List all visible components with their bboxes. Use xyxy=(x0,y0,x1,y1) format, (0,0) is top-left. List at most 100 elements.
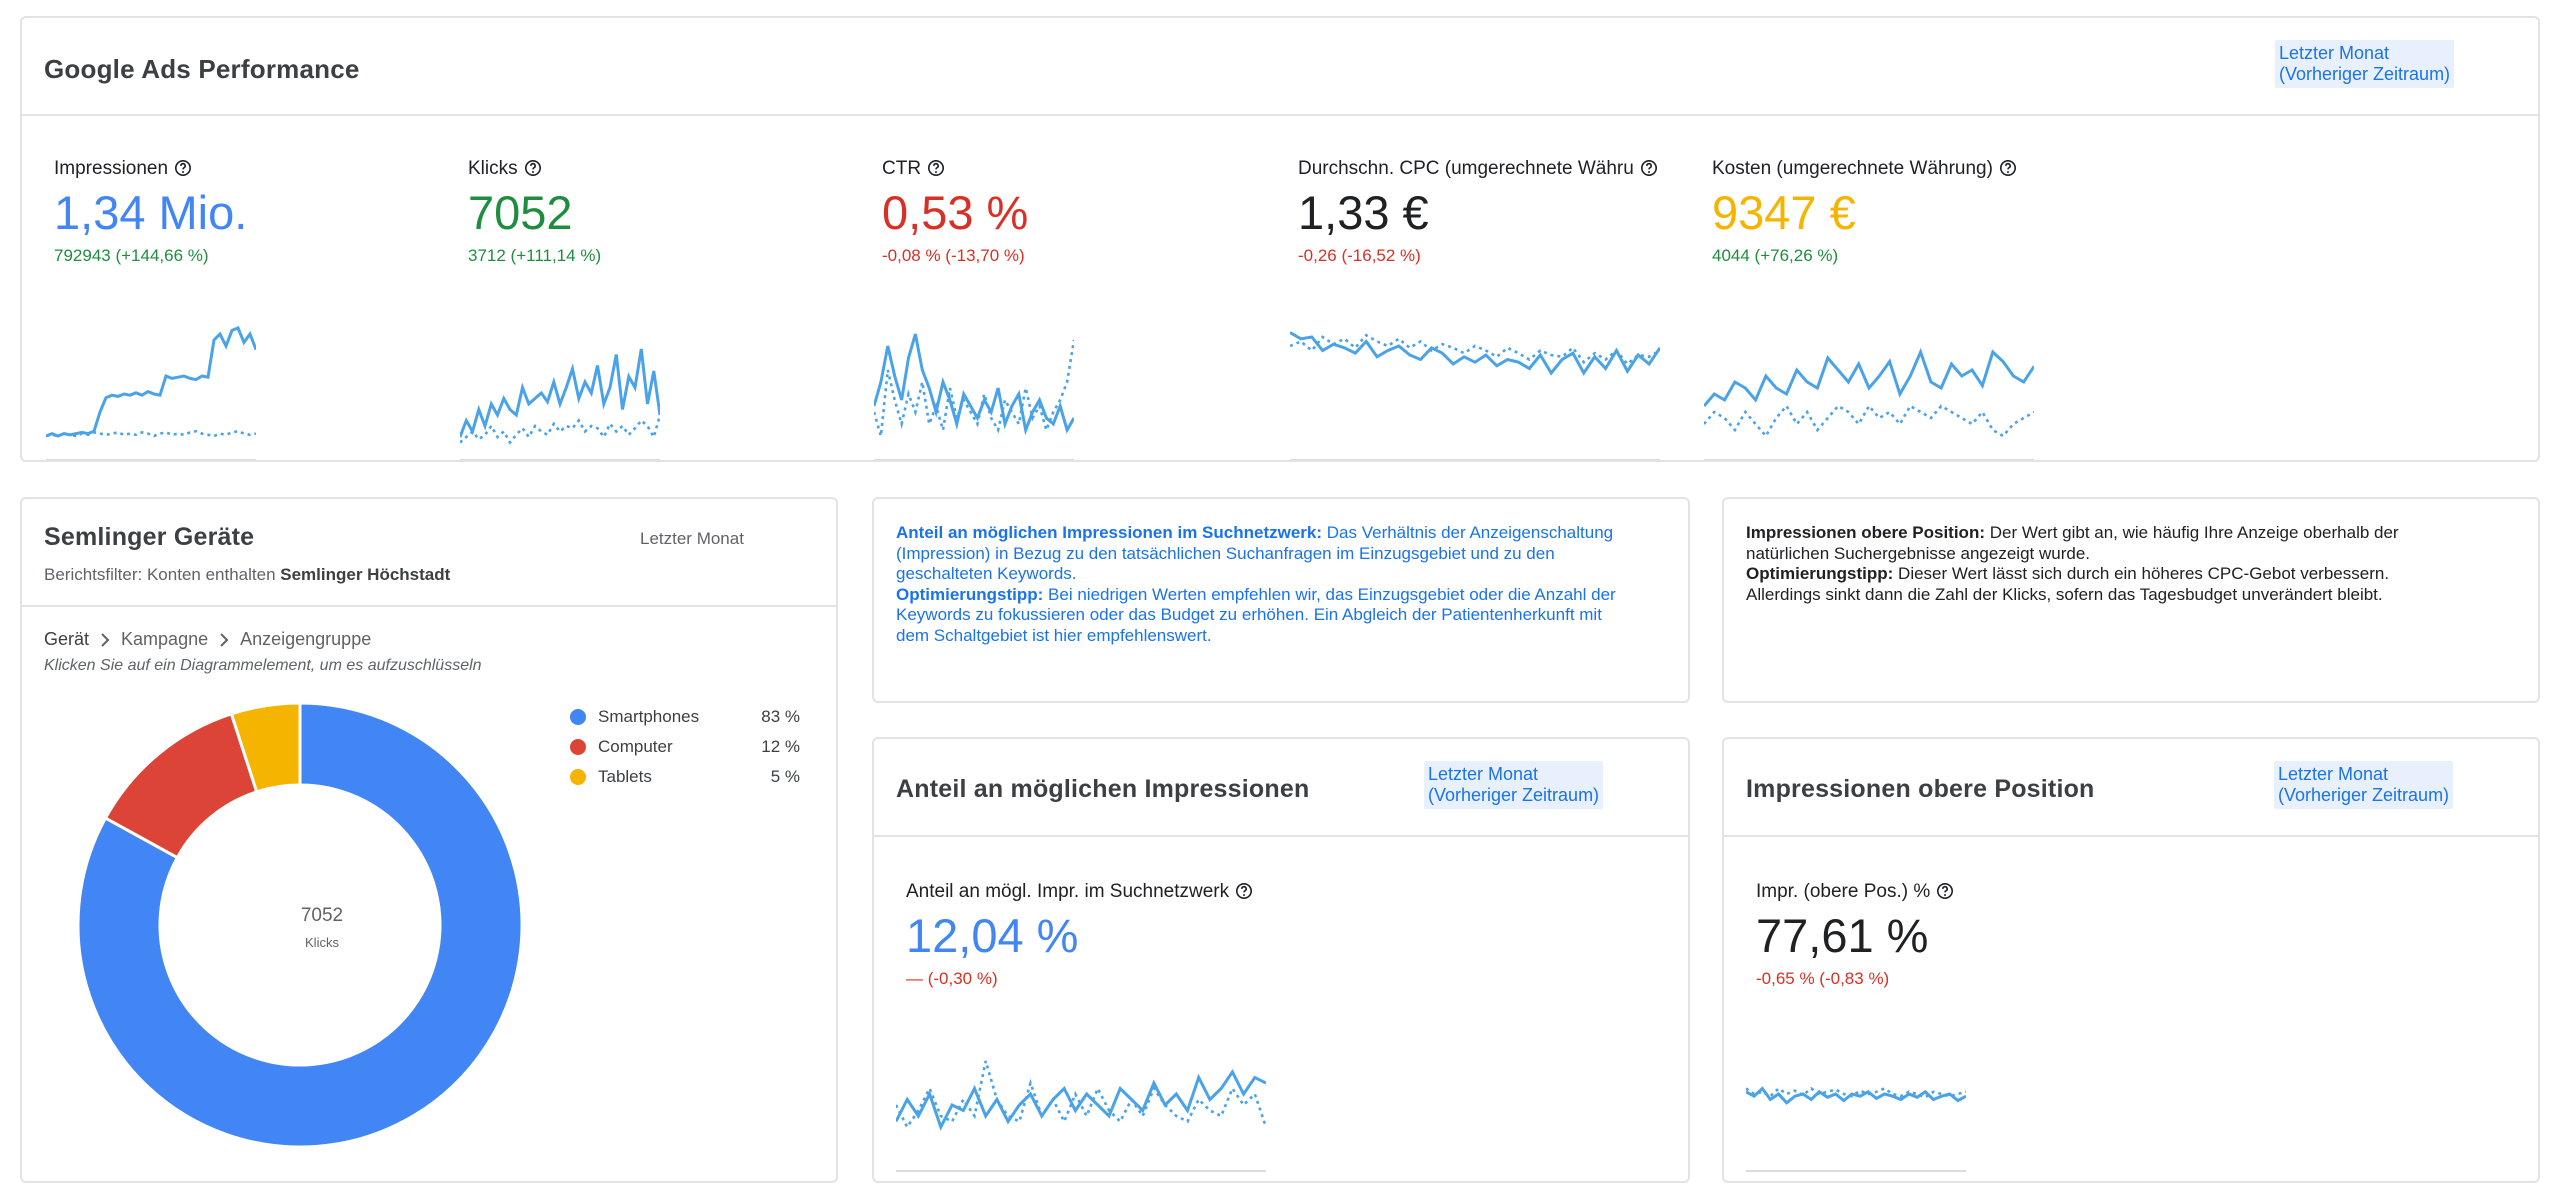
donut-slice-smartphones[interactable] xyxy=(76,701,524,1149)
clicks-sparkline[interactable] xyxy=(460,308,660,462)
kpi-impressions-delta: 792943 (+144,66 %) xyxy=(54,246,209,265)
chevron-right-icon xyxy=(101,632,110,647)
kpi-impressions-value: 1,34 Mio. xyxy=(54,186,248,239)
donut-center-value: 7052 xyxy=(300,905,344,926)
kpi-clicks-label: Klicks xyxy=(468,158,518,179)
question-circle-icon[interactable] xyxy=(927,159,945,177)
kpi-cpc-value: 1,33 € xyxy=(1298,186,1429,239)
legend-value: 5 % xyxy=(770,767,800,786)
kpi-ctr: CTR 0,53 % -0,08 % (-13,70 %) xyxy=(882,158,1252,266)
question-circle-icon[interactable] xyxy=(174,159,192,177)
top-period-chip[interactable]: Letzter Monat (Vorheriger Zeitraum) xyxy=(2274,761,2454,809)
top-info-text: Impressionen obere Position: Der Wert gi… xyxy=(1746,523,2399,604)
top-info-card: Impressionen obere Position: Der Wert gi… xyxy=(1722,497,2540,703)
overview-card: Google Ads Performance Letzter Monat (Vo… xyxy=(20,16,2540,462)
kpi-costs-label: Kosten (umgerechnete Währung) xyxy=(1712,158,1993,179)
question-circle-icon[interactable] xyxy=(1235,882,1253,900)
share-card: Anteil an möglichen Impressionen Letzter… xyxy=(872,737,1690,1183)
drilldown-hint: Klicken Sie auf ein Diagrammelement, um … xyxy=(44,657,482,674)
cpc-sparkline[interactable] xyxy=(1290,308,1660,462)
kpi-cpc-label: Durchschn. CPC (umgerechnete Währu xyxy=(1298,158,1634,179)
kpi-ctr-label: CTR xyxy=(882,158,922,179)
impressions-sparkline[interactable] xyxy=(46,308,256,462)
costs-current-series xyxy=(1704,347,2034,407)
legend-dot xyxy=(570,739,586,755)
overview-header: Google Ads Performance Letzter Monat (Vo… xyxy=(22,18,2538,116)
legend-label: Computer xyxy=(598,737,673,756)
share-sparkline[interactable] xyxy=(896,1029,1266,1175)
clicks-current-series xyxy=(460,348,660,438)
devices-legend: Smartphones 83 % Computer 12 % Tablets 5 % xyxy=(570,707,810,807)
share-title: Anteil an möglichen Impressionen xyxy=(896,775,1310,803)
devices-donut-chart[interactable] xyxy=(74,699,526,1151)
legend-item-computer[interactable]: Computer 12 % xyxy=(570,737,800,757)
kpi-costs-delta: 4044 (+76,26 %) xyxy=(1712,246,1839,265)
share-info-text: Anteil an möglichen Impressionen im Such… xyxy=(896,523,1616,645)
top-kpi-label: Impr. (obere Pos.) % xyxy=(1756,881,1931,902)
top-current-series xyxy=(1746,1086,1966,1105)
devices-card: Semlinger Geräte Letzter Monat Berichtsf… xyxy=(20,497,838,1183)
ctr-current-series xyxy=(874,333,1074,436)
breadcrumb-adgroup[interactable]: Anzeigengruppe xyxy=(240,629,372,649)
devices-period[interactable]: Letzter Monat xyxy=(640,529,744,548)
kpi-costs: Kosten (umgerechnete Währung) 9347 € 4044 … xyxy=(1712,158,2082,266)
ctr-sparkline[interactable] xyxy=(874,308,1074,462)
share-kpi: Anteil an mögl. Impr. im Suchnetzwerk 12… xyxy=(906,881,1326,989)
share-period-chip[interactable]: Letzter Monat (Vorheriger Zeitraum) xyxy=(1424,761,1604,809)
top-sparkline[interactable] xyxy=(1746,1029,1966,1175)
costs-sparkline[interactable] xyxy=(1704,308,2034,462)
top-previous-series xyxy=(1746,1086,1966,1099)
devices-title: Semlinger Geräte xyxy=(44,523,255,551)
ctr-previous-series xyxy=(874,339,1074,437)
kpi-impressions-label: Impressionen xyxy=(54,158,169,179)
share-kpi-label: Anteil an mögl. Impr. im Suchnetzwerk xyxy=(906,881,1230,902)
kpi-costs-value: 9347 € xyxy=(1712,186,1856,239)
top-card: Impressionen obere Position Letzter Mona… xyxy=(1722,737,2540,1183)
kpi-ctr-delta: -0,08 % (-13,70 %) xyxy=(882,246,1025,265)
kpi-clicks: Klicks 7052 3712 (+111,14 %) xyxy=(468,158,838,266)
drilldown-breadcrumb: Gerät Kampagne Anzeigengruppe xyxy=(44,629,371,650)
kpi-ctr-value: 0,53 % xyxy=(882,186,1029,239)
share-current-series xyxy=(896,1069,1266,1131)
cpc-previous-series xyxy=(1290,333,1660,366)
legend-value: 83 % xyxy=(761,707,800,726)
legend-item-tablets[interactable]: Tablets 5 % xyxy=(570,767,800,787)
breadcrumb-campaign[interactable]: Kampagne xyxy=(121,629,209,649)
donut-center-label: Klicks xyxy=(305,935,339,950)
devices-filter: Berichtsfilter: Konten enthalten Semling… xyxy=(44,565,451,584)
cpc-current-series xyxy=(1290,331,1660,376)
kpi-impressions: Impressionen 1,34 Mio. 792943 (+144,66 %) xyxy=(54,158,424,266)
question-circle-icon[interactable] xyxy=(1936,882,1954,900)
question-circle-icon[interactable] xyxy=(1640,159,1658,177)
share-info-card: Anteil an möglichen Impressionen im Such… xyxy=(872,497,1690,703)
impressions-current-series xyxy=(46,326,256,438)
top-title: Impressionen obere Position xyxy=(1746,775,2095,803)
share-kpi-delta: — (-0,30 %) xyxy=(906,969,998,988)
legend-dot xyxy=(570,769,586,785)
question-circle-icon[interactable] xyxy=(524,159,542,177)
costs-previous-series xyxy=(1704,403,2034,439)
donut-slice-tablets[interactable] xyxy=(229,701,302,794)
breadcrumb-device[interactable]: Gerät xyxy=(44,629,90,649)
kpi-cpc: Durchschn. CPC (umgerechnete Währu 1,33 €… xyxy=(1298,158,1668,266)
clicks-previous-series xyxy=(460,414,660,445)
legend-dot xyxy=(570,709,586,725)
top-kpi-value: 77,61 % xyxy=(1756,909,1929,962)
devices-header: Semlinger Geräte Letzter Monat Berichtsf… xyxy=(22,499,836,607)
top-header: Impressionen obere Position Letzter Mona… xyxy=(1724,739,2538,837)
kpi-clicks-value: 7052 xyxy=(468,186,573,239)
chevron-right-icon xyxy=(220,632,229,647)
legend-value: 12 % xyxy=(761,737,800,756)
question-circle-icon[interactable] xyxy=(1999,159,2017,177)
kpi-cpc-delta: -0,26 (-16,52 %) xyxy=(1298,246,1421,265)
overview-period-chip[interactable]: Letzter Monat (Vorheriger Zeitraum) xyxy=(2275,40,2455,88)
top-kpi: Impr. (obere Pos.) % 77,61 % -0,65 % (-0… xyxy=(1756,881,2176,989)
share-kpi-value: 12,04 % xyxy=(906,909,1079,962)
kpi-clicks-delta: 3712 (+111,14 %) xyxy=(468,246,602,265)
share-header: Anteil an möglichen Impressionen Letzter… xyxy=(874,739,1688,837)
legend-label: Smartphones xyxy=(598,707,700,726)
legend-item-smartphones[interactable]: Smartphones 83 % xyxy=(570,707,800,727)
top-kpi-delta: -0,65 % (-0,83 %) xyxy=(1756,969,1890,988)
overview-title: Google Ads Performance xyxy=(44,54,360,84)
share-previous-series xyxy=(896,1060,1266,1130)
